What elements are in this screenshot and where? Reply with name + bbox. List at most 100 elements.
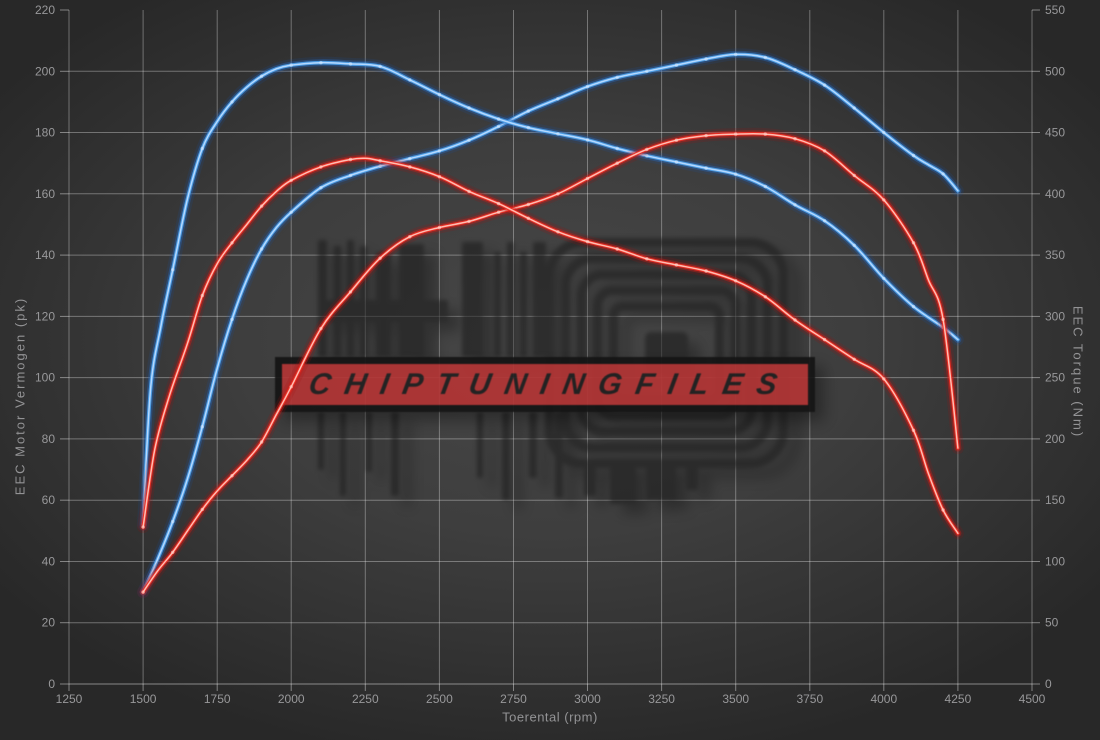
x-tick-label: 3500 bbox=[722, 692, 749, 706]
marker-red-power bbox=[348, 290, 353, 294]
marker-red-power bbox=[259, 440, 264, 444]
marker-red-power bbox=[734, 132, 738, 136]
marker-blue-torque bbox=[615, 146, 619, 151]
x-tick-label: 1750 bbox=[204, 692, 231, 706]
marker-red-torque bbox=[200, 293, 204, 298]
marker-blue-torque bbox=[200, 146, 204, 151]
marker-red-power bbox=[585, 176, 590, 181]
marker-red-torque bbox=[526, 216, 530, 220]
marker-blue-torque bbox=[259, 74, 264, 78]
marker-blue-power bbox=[348, 173, 353, 178]
x-tick-label: 3250 bbox=[648, 692, 675, 706]
marker-red-torque bbox=[230, 241, 234, 245]
marker-red-power bbox=[793, 137, 797, 141]
marker-red-power bbox=[615, 161, 619, 165]
marker-red-torque bbox=[615, 247, 619, 251]
y-left-tick-label: 160 bbox=[35, 187, 55, 201]
x-tick-label: 1250 bbox=[56, 692, 83, 706]
y-left-tick-label: 120 bbox=[35, 309, 55, 323]
y-axis-title-left: EEC Motor Vermogen (pk) bbox=[12, 296, 28, 496]
y-left-tick-label: 80 bbox=[42, 432, 56, 446]
marker-red-power bbox=[763, 132, 767, 136]
y-axis-title-right: EEC Torque (Nm) bbox=[1070, 305, 1086, 439]
curve-red-power bbox=[142, 132, 959, 593]
marker-red-torque bbox=[645, 257, 649, 261]
marker-blue-torque bbox=[437, 92, 442, 97]
marker-blue-torque bbox=[704, 166, 708, 170]
marker-red-torque bbox=[319, 165, 323, 169]
marker-red-power bbox=[437, 225, 442, 230]
marker-blue-power bbox=[852, 106, 856, 110]
marker-red-power bbox=[556, 192, 560, 196]
curve-red-torque bbox=[141, 156, 960, 536]
marker-blue-torque bbox=[645, 154, 649, 158]
marker-red-torque bbox=[911, 428, 916, 432]
marker-red-power bbox=[171, 550, 175, 554]
marker-blue-power bbox=[496, 124, 501, 129]
y-left-tick-label: 0 bbox=[48, 677, 55, 691]
x-tick-label: 2500 bbox=[426, 692, 453, 706]
y-left-tick-label: 220 bbox=[35, 3, 55, 17]
y-right-tick-label: 200 bbox=[1045, 432, 1065, 446]
marker-blue-power bbox=[467, 138, 471, 142]
marker-red-torque bbox=[585, 239, 590, 244]
marker-red-power bbox=[467, 219, 471, 224]
marker-blue-torque bbox=[822, 219, 827, 223]
marker-blue-power bbox=[230, 317, 234, 322]
marker-red-power bbox=[408, 235, 412, 239]
marker-blue-torque bbox=[230, 100, 234, 104]
x-tick-label: 4250 bbox=[945, 692, 972, 706]
marker-red-power bbox=[911, 241, 916, 245]
marker-blue-torque bbox=[585, 138, 590, 142]
marker-blue-torque bbox=[496, 117, 501, 121]
marker-blue-power bbox=[793, 68, 797, 72]
marker-red-torque bbox=[734, 279, 738, 283]
marker-red-power bbox=[230, 474, 234, 478]
marker-red-torque bbox=[141, 525, 145, 529]
marker-red-torque bbox=[496, 201, 501, 206]
marker-blue-power bbox=[822, 83, 827, 87]
x-tick-label: 1500 bbox=[130, 692, 157, 706]
y-right-tick-label: 250 bbox=[1045, 371, 1065, 385]
x-tick-label: 2750 bbox=[500, 692, 527, 706]
marker-blue-torque bbox=[378, 64, 382, 69]
curve-blue-torque bbox=[142, 61, 959, 526]
marker-blue-power bbox=[882, 130, 886, 135]
marker-blue-power bbox=[556, 97, 560, 101]
marker-blue-power bbox=[941, 172, 945, 176]
marker-blue-power bbox=[763, 55, 767, 60]
marker-red-power bbox=[852, 173, 856, 178]
marker-blue-torque bbox=[348, 62, 353, 66]
marker-blue-power bbox=[645, 69, 649, 74]
marker-red-torque bbox=[882, 377, 886, 381]
y-right-tick-label: 100 bbox=[1045, 555, 1065, 569]
marker-red-torque bbox=[348, 157, 353, 162]
x-tick-label: 4000 bbox=[870, 692, 897, 706]
marker-red-power bbox=[289, 385, 293, 389]
y-right-tick-label: 450 bbox=[1045, 126, 1065, 140]
y-right-tick-label: 500 bbox=[1045, 64, 1065, 78]
y-right-tick-label: 400 bbox=[1045, 187, 1065, 201]
y-left-tick-label: 180 bbox=[35, 126, 55, 140]
y-left-tick-label: 60 bbox=[42, 493, 56, 507]
y-left-tick-label: 200 bbox=[35, 64, 55, 78]
marker-blue-power bbox=[526, 109, 530, 113]
curve-red-torque bbox=[142, 157, 959, 535]
marker-blue-power bbox=[408, 156, 412, 161]
x-axis-title: Toerental (rpm) bbox=[502, 709, 598, 725]
y-right-tick-label: 50 bbox=[1045, 616, 1059, 630]
marker-blue-torque bbox=[408, 78, 412, 82]
marker-blue-torque bbox=[882, 276, 886, 281]
marker-red-torque bbox=[674, 263, 679, 267]
y-left-tick-label: 100 bbox=[35, 371, 55, 385]
marker-red-torque bbox=[852, 357, 856, 361]
marker-blue-power bbox=[200, 425, 204, 429]
marker-red-torque bbox=[704, 269, 708, 273]
y-left-tick-label: 140 bbox=[35, 248, 55, 262]
marker-blue-power bbox=[259, 247, 264, 251]
marker-blue-torque bbox=[763, 184, 767, 189]
marker-red-torque bbox=[259, 204, 264, 208]
marker-blue-power bbox=[378, 164, 382, 168]
marker-blue-torque bbox=[674, 160, 679, 164]
